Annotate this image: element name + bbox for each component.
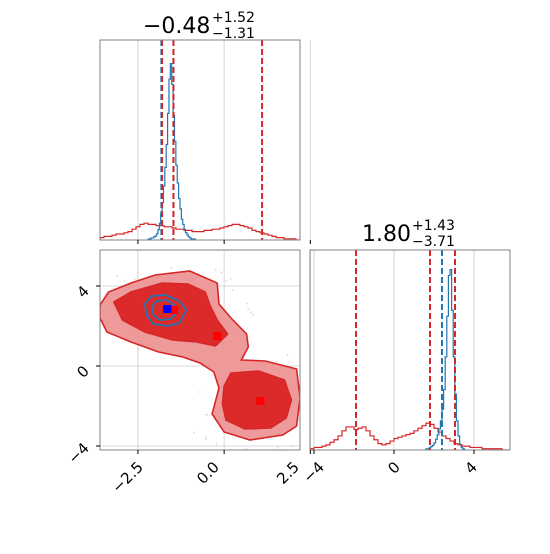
marker-blue (163, 305, 172, 313)
sample-point (276, 446, 279, 449)
sample-point (300, 412, 302, 414)
x-tick-labels-param-2: −4 0 4 (299, 458, 480, 486)
sample-point (204, 438, 207, 441)
x-tick-label: 4 (461, 458, 480, 477)
x-tick-label: 2.5 (273, 458, 303, 488)
sample-point (205, 413, 208, 416)
histogram-p2-red (310, 422, 510, 450)
y-tick-label: 4 (73, 282, 92, 301)
title-param-2: 1.80 +1.43 −3.71 (362, 218, 455, 250)
sample-point (251, 313, 254, 316)
title-param-1: −0.48 +1.52 −1.31 (143, 10, 255, 42)
sample-point (193, 431, 195, 434)
title-param-2-plus: +1.43 (412, 218, 455, 234)
sample-point (220, 271, 223, 274)
axes-marginal-param-1 (99, 39, 301, 241)
title-param-1-plus: +1.52 (212, 10, 255, 26)
sample-point (229, 277, 232, 280)
grid (137, 40, 311, 240)
sample-point (249, 311, 252, 314)
y-tick-label: −4 (64, 439, 92, 467)
x-tick-label: 0 (384, 458, 403, 477)
axes-joint (99, 249, 301, 451)
title-param-1-minus: −1.31 (212, 26, 255, 42)
marker-red (213, 332, 222, 340)
marker-red (170, 306, 179, 314)
sample-point (319, 422, 321, 424)
histogram-p1-red (100, 222, 300, 240)
x-tick-label: −2.5 (108, 458, 146, 496)
y-tick-label: 0 (73, 362, 92, 381)
sample-point (247, 308, 250, 310)
x-tick-label: 0.0 (193, 458, 223, 488)
grid (313, 250, 475, 450)
sample-point (205, 436, 207, 438)
sample-point (198, 391, 201, 393)
sample-point (311, 433, 313, 435)
sample-point (322, 427, 324, 429)
contour-blue-outer (143, 294, 188, 327)
title-param-1-value: −0.48 (143, 14, 210, 39)
sample-point (215, 443, 218, 446)
sample-point (266, 451, 268, 453)
y-tick-labels-param-2: 4 0 −4 (64, 282, 92, 467)
sample-point (225, 279, 227, 282)
x-tick-labels-param-1: −2.5 0.0 2.5 (108, 458, 302, 496)
title-param-2-value: 1.80 (362, 222, 411, 247)
sample-point (137, 271, 139, 274)
sample-point (322, 387, 324, 389)
sample-point (116, 274, 118, 277)
sample-point (275, 361, 278, 363)
sample-point (305, 402, 307, 404)
axes-marginal-param-2 (309, 249, 511, 451)
x-tick-label: −4 (299, 458, 327, 486)
sample-point (286, 354, 289, 356)
sample-point (246, 302, 248, 305)
sample-point (214, 268, 217, 271)
sample-point (290, 445, 293, 447)
histogram-p1-blue (147, 62, 197, 240)
sample-point (170, 267, 173, 269)
sample-point (133, 278, 136, 281)
chart-marks (96, 39, 511, 454)
sample-point (137, 347, 140, 350)
marker-red (256, 397, 265, 405)
histogram-p2-blue (425, 269, 466, 450)
contour-red-inner (112, 282, 229, 347)
title-param-2-minus: −3.71 (412, 234, 455, 250)
sample-point (231, 289, 234, 291)
contour-blue-inner (150, 299, 179, 321)
sample-point (123, 279, 126, 282)
sample-point (334, 401, 336, 403)
